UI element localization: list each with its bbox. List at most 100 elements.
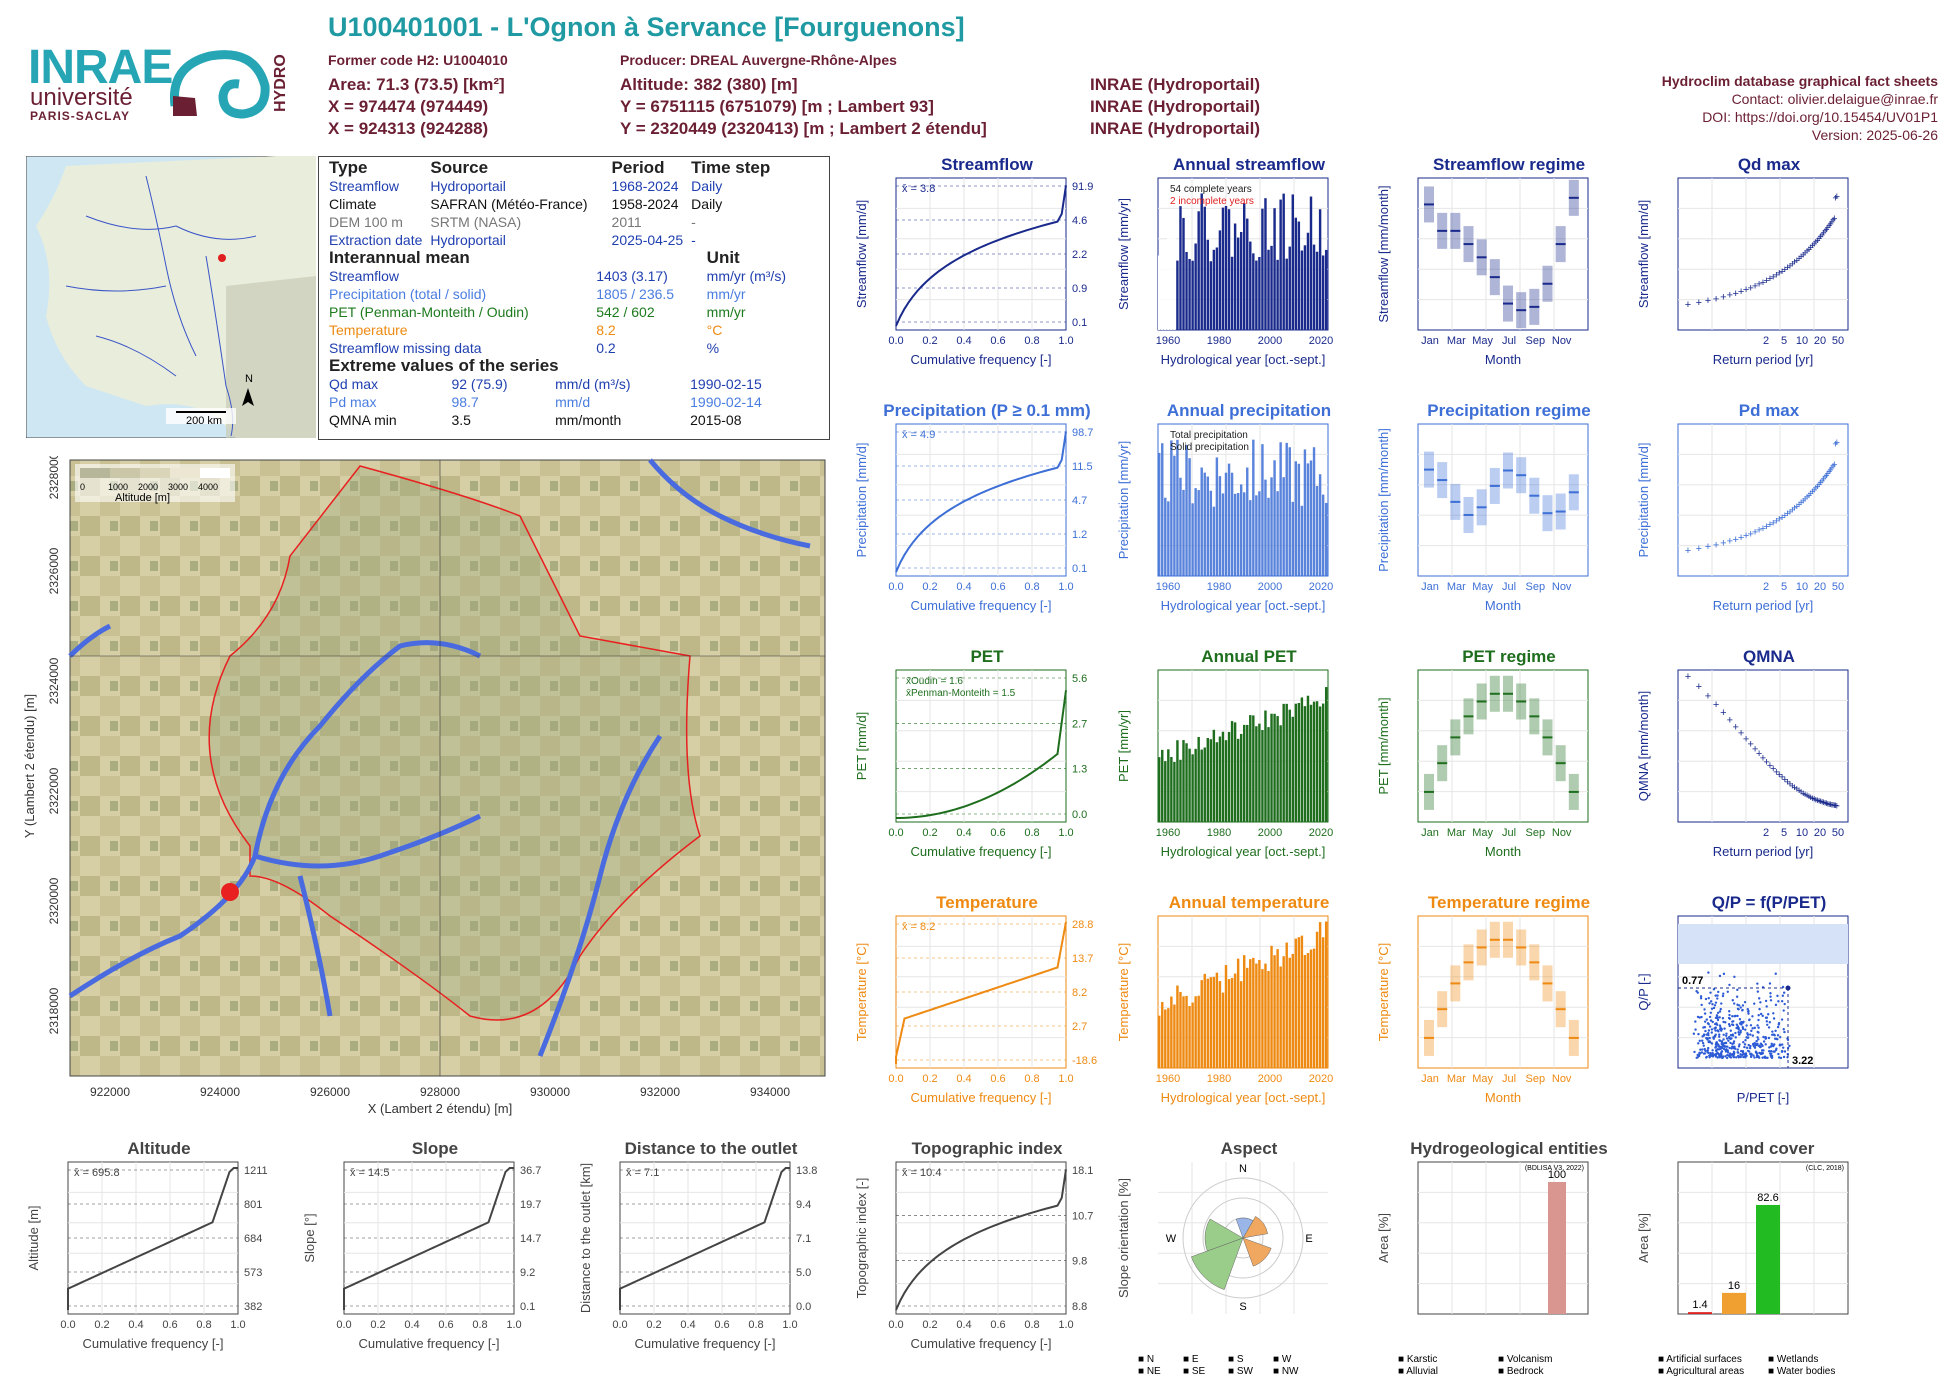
- year-bar: [1318, 474, 1322, 576]
- year-bar: [1321, 494, 1325, 576]
- compass-label: E: [1305, 1233, 1312, 1245]
- right-tick-label: 13.7: [1072, 953, 1093, 965]
- x-tick-label: 0.4: [956, 335, 971, 347]
- year-bar: [1158, 1015, 1161, 1068]
- sample-point: +: [1743, 284, 1749, 296]
- year-bar: [1303, 706, 1307, 822]
- cell: mm/d: [555, 394, 591, 410]
- year-bar: [1200, 467, 1203, 576]
- landcover-chart: Land cover Area [%] 1.4 16 82.6 (CLC, 2018) ■ …: [1636, 1139, 1849, 1376]
- x-axis-label: Hydrological year [oct.-sept.]: [1161, 598, 1326, 613]
- sample-point: +: [1804, 790, 1810, 802]
- legend-item: Solid precipitation: [1170, 442, 1249, 453]
- right-tick-label: 2.2: [1072, 249, 1087, 261]
- year-bar: [1270, 945, 1273, 1068]
- hydro-logo-icon: [169, 50, 270, 119]
- sample-point: +: [1823, 224, 1829, 236]
- y-axis-label: PET [mm/month]: [1376, 697, 1391, 794]
- right-tick-label: 9.2: [520, 1267, 535, 1279]
- sample-point: +: [1825, 222, 1831, 234]
- right-tick-label: 10.7: [1072, 1210, 1093, 1222]
- plot-frame: [1417, 423, 1589, 577]
- year-bar: [1239, 733, 1243, 822]
- sample-point: +: [1789, 780, 1795, 792]
- sample-point: +: [1831, 459, 1837, 471]
- precipitation-regime-chart: Precipitation regime Month Precipitation […: [1376, 401, 1591, 613]
- year-bar: [1279, 966, 1282, 1068]
- sample-point: +: [1738, 728, 1744, 740]
- sample-point: +: [1794, 501, 1800, 513]
- sample-point: +: [1752, 744, 1758, 756]
- leg-tick: 2000: [138, 482, 158, 492]
- year-bar: [1261, 208, 1264, 330]
- unit-title: Unit: [706, 248, 740, 267]
- year-bar: [1173, 1004, 1176, 1068]
- year-bar: [1273, 955, 1276, 1068]
- y-tick: 2322000: [47, 767, 61, 814]
- cell: DEM 100 m: [329, 214, 403, 230]
- sample-point: +: [1816, 796, 1822, 808]
- sample-point: +: [1756, 525, 1762, 537]
- x-tick-label: 1960: [1156, 581, 1180, 593]
- year-bar: [1300, 697, 1304, 822]
- year-bar: [1158, 452, 1161, 576]
- y-axis-label: Precipitation [mm/yr]: [1116, 441, 1131, 559]
- right-tick-label: 1.2: [1072, 529, 1087, 541]
- year-bar: [1203, 747, 1206, 822]
- page-title: U100401001 - L'Ognon à Servance [Fourgue…: [328, 12, 965, 42]
- year-bar: [1300, 505, 1304, 576]
- north-label: N: [245, 373, 253, 385]
- year-bar: [1194, 243, 1197, 330]
- year-bar: [1176, 439, 1179, 576]
- year-bar: [1236, 493, 1240, 576]
- year-bar: [1261, 969, 1264, 1068]
- cell: Daily: [691, 196, 723, 212]
- mean-label: x̄ = 4.9: [902, 429, 935, 441]
- year-bar: [1255, 260, 1258, 330]
- year-bar: [1161, 254, 1164, 330]
- plot-frame: [895, 1161, 1067, 1315]
- y-axis-label: Slope [°]: [302, 1213, 317, 1262]
- year-bar: [1215, 247, 1219, 330]
- x-tick-label: 1.0: [782, 1319, 797, 1331]
- sample-point: +: [1823, 470, 1829, 482]
- x-axis-label: Cumulative frequency [-]: [911, 352, 1052, 367]
- year-bar: [1294, 703, 1298, 822]
- y-axis-label: Precipitation [mm/d]: [854, 443, 869, 558]
- bar-value: 100: [1548, 1169, 1566, 1181]
- x-axis-label: Hydrological year [oct.-sept.]: [1161, 352, 1326, 367]
- landcover-bar: [1688, 1312, 1712, 1314]
- right-tick-label: -18.6: [1072, 1055, 1097, 1067]
- sample-point: +: [1752, 281, 1758, 293]
- mean-label: x̄ = 10.4: [902, 1167, 941, 1179]
- sample-point: +: [1816, 479, 1822, 491]
- chart-title: Altitude: [127, 1139, 190, 1158]
- x-axis-label: Cumulative frequency [-]: [911, 598, 1052, 613]
- year-bar: [1276, 259, 1279, 330]
- x-axis-label: Month: [1485, 844, 1521, 859]
- chart-title: PET: [970, 647, 1004, 666]
- y-tick: 2320000: [47, 877, 61, 924]
- year-bar: [1191, 260, 1194, 330]
- year-bar: [1233, 223, 1237, 330]
- cell: 0.2: [596, 340, 616, 356]
- sample-point: +: [1782, 774, 1788, 786]
- sample-point: +: [1834, 800, 1840, 812]
- sample-point: +: [1817, 796, 1823, 808]
- x-tick-label: Mar: [1447, 827, 1466, 839]
- y-axis-label: Streamflow [mm/d]: [854, 200, 869, 308]
- year-bar: [1167, 1008, 1170, 1068]
- year-bar: [1282, 703, 1285, 822]
- year-bar: [1176, 260, 1179, 330]
- sample-point: +: [1748, 739, 1754, 751]
- year-bar: [1209, 261, 1213, 330]
- sample-point: +: [1732, 721, 1738, 733]
- year-bar: [1258, 256, 1261, 330]
- right-tick-label: 91.9: [1072, 181, 1093, 193]
- x-tick: 926000: [310, 1085, 350, 1099]
- x-tick-label: 0.4: [128, 1319, 143, 1331]
- year-bar: [1194, 748, 1197, 822]
- plot-frame: [1677, 177, 1849, 331]
- db-info: Hydroclim database graphical fact sheets…: [1662, 72, 1938, 144]
- y-axis-label: PET [mm/d]: [854, 712, 869, 780]
